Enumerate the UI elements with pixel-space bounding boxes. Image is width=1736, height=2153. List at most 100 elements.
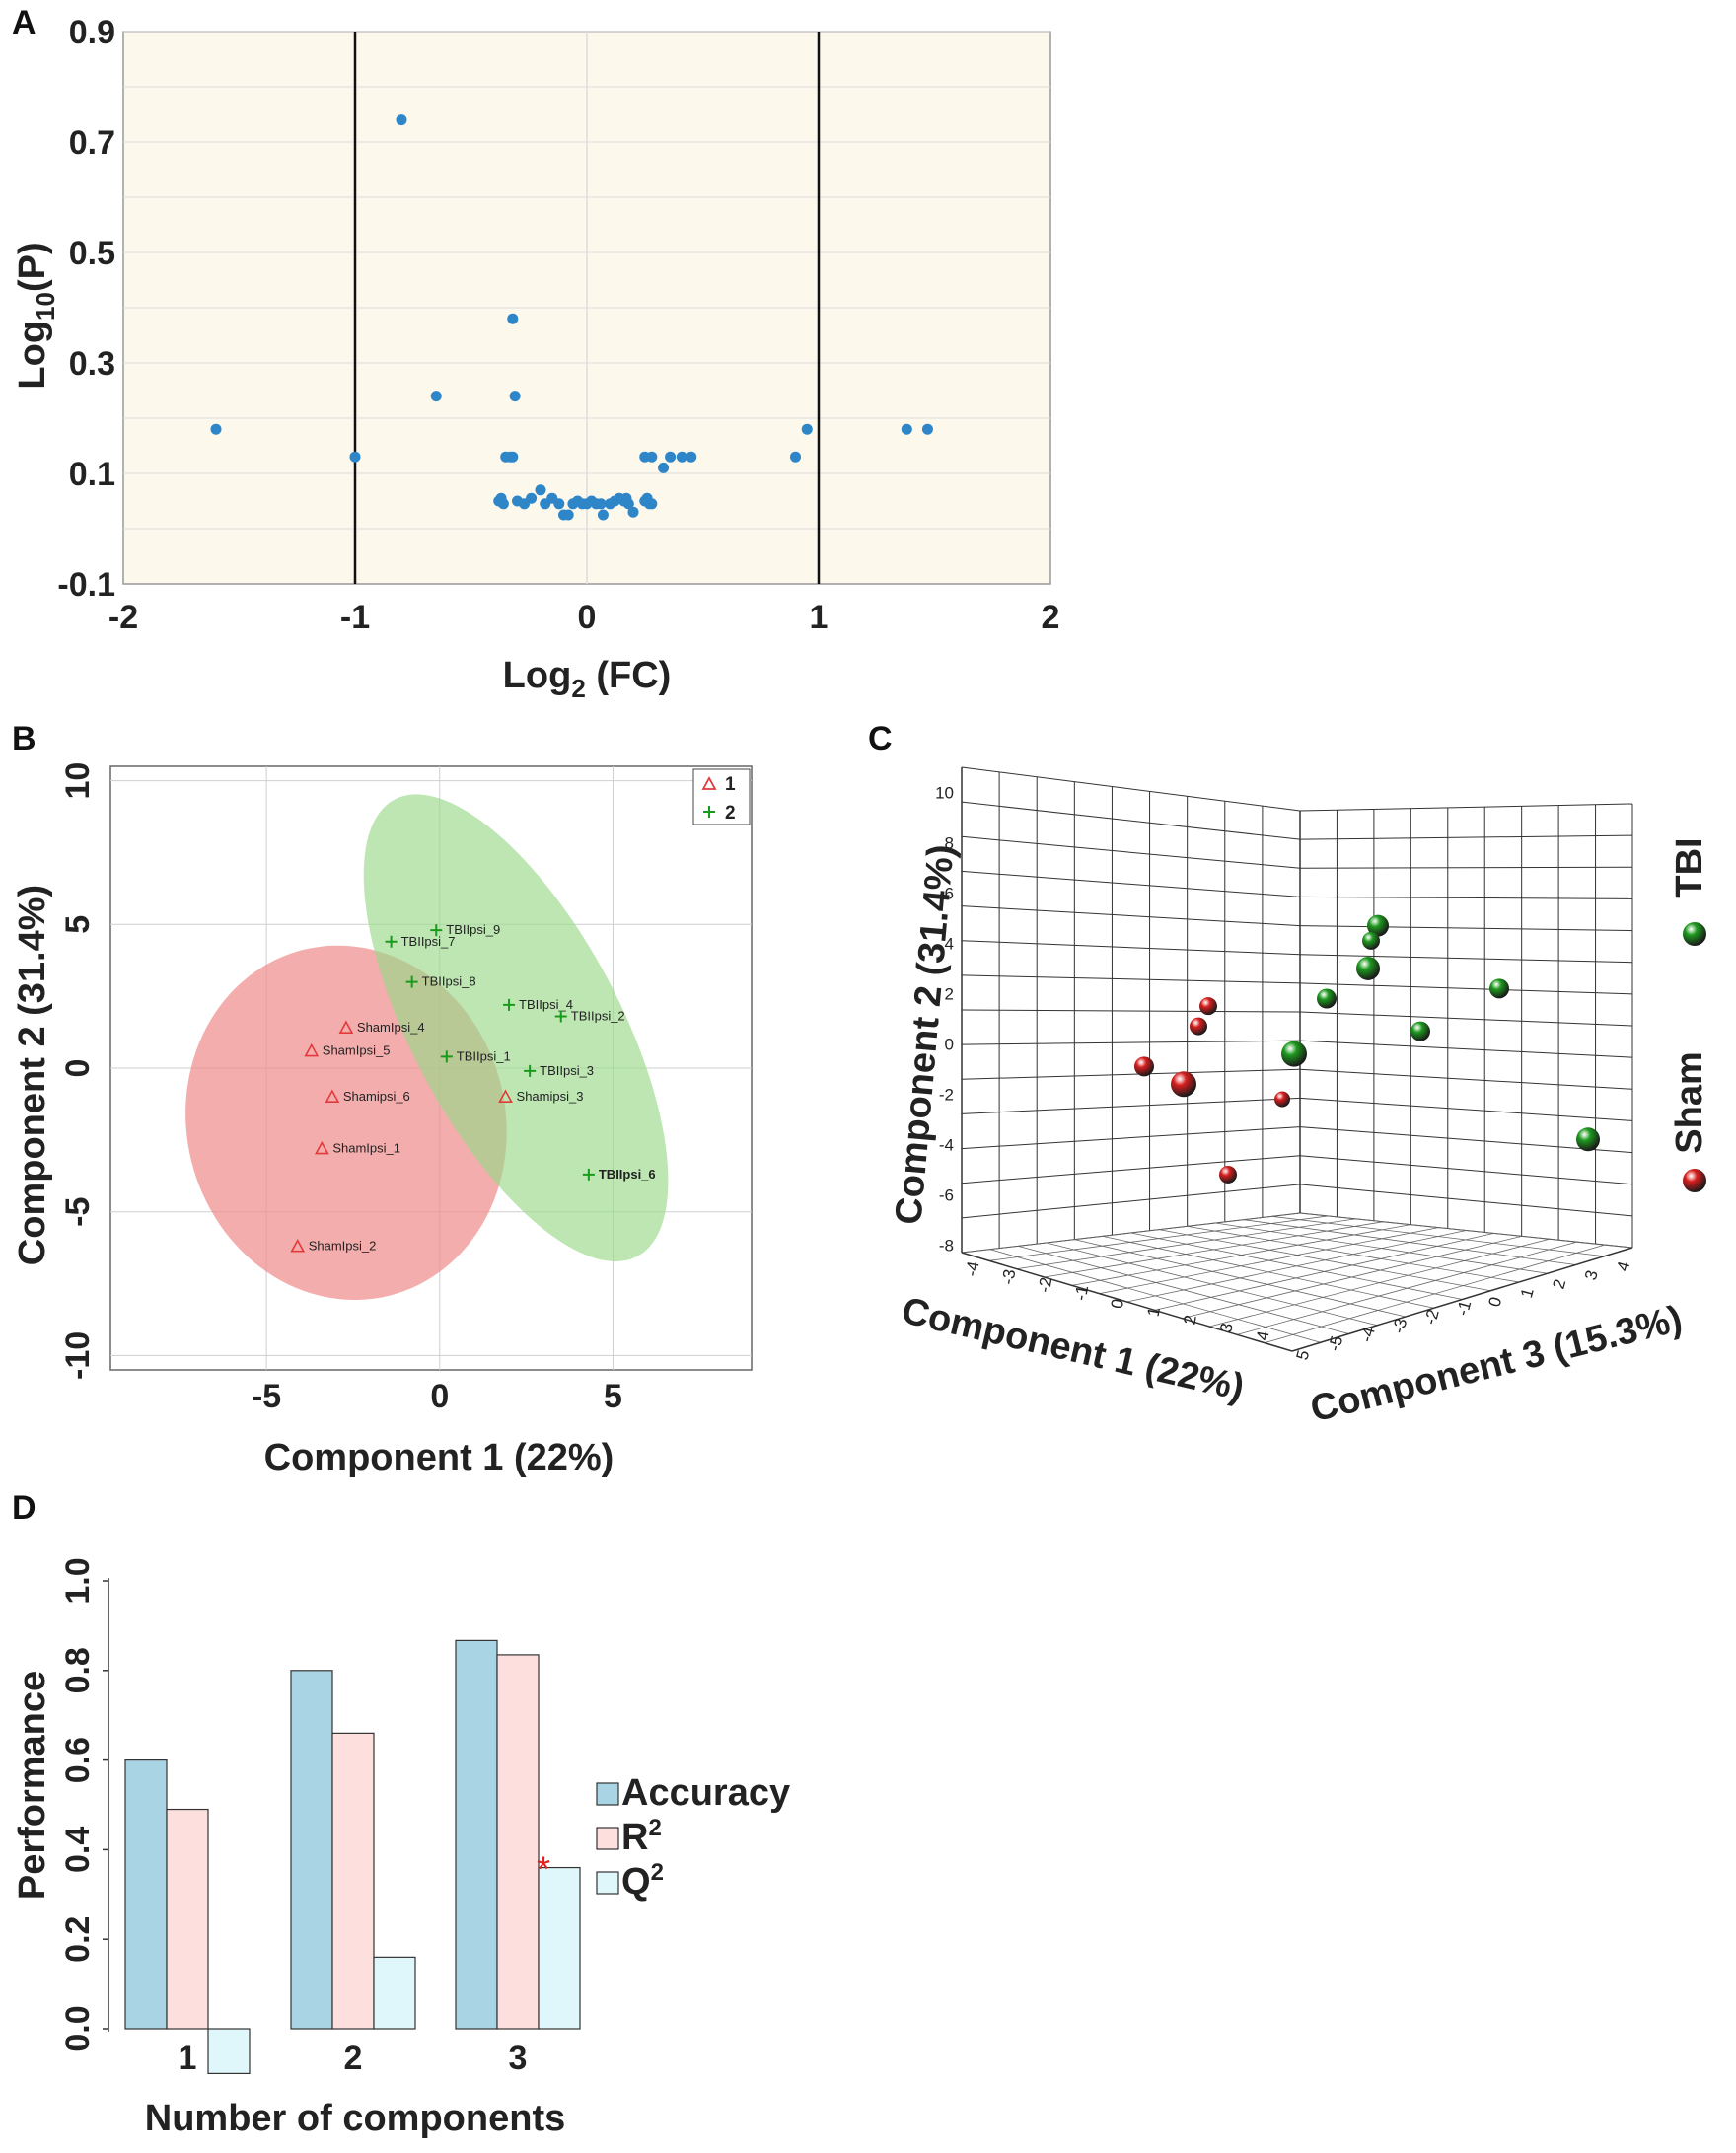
panel-a-point xyxy=(921,423,933,435)
panel-c-z-tick: -5 xyxy=(1325,1334,1346,1354)
panel-a-point xyxy=(526,492,538,504)
panel-d-y-tick: 1.0 xyxy=(59,1557,97,1604)
panel-d-bar-accuracy xyxy=(455,1639,498,2030)
panel-b-x-tick: 0 xyxy=(430,1378,449,1415)
panel-c-grid-line xyxy=(961,1040,1301,1045)
panel-b-legend-label-1: 1 xyxy=(725,774,736,795)
panel-c-grid-line xyxy=(961,1126,1301,1150)
panel-a-point xyxy=(509,391,521,402)
panel-c-3d-grid xyxy=(961,766,1633,1352)
panel-c-grid-line xyxy=(1299,982,1633,995)
panel-b-confidence-ellipses xyxy=(185,794,669,1300)
panel-c-grid-line xyxy=(1299,1155,1633,1185)
panel-c-x-ticks: -4 -3 -2 -1 0 1 2 3 4 xyxy=(962,1260,1272,1342)
panel-c-sphere-tbi xyxy=(1576,1127,1600,1152)
panel-c-legend-tbi: TBI xyxy=(1669,837,1710,897)
panel-d-x-tick: 2 xyxy=(344,2040,363,2077)
panel-b-point-group-2 xyxy=(405,975,418,988)
panel-d-legend-swatch xyxy=(596,1871,619,1895)
panel-c-y-tick: 8 xyxy=(945,833,954,852)
panel-c-y-tick: 4 xyxy=(945,934,954,953)
panel-d-y-axis-title: Performance xyxy=(12,1671,53,1900)
panel-c-z-tick: 5 xyxy=(1293,1348,1314,1362)
panel-c-spheres xyxy=(1134,914,1600,1184)
panel-b-point-label: TBIIpsi_1 xyxy=(457,1048,511,1063)
panel-a-point xyxy=(622,498,634,510)
panel-c-x-tick: -4 xyxy=(962,1260,982,1278)
panel-b-point-group-1 xyxy=(304,1042,320,1057)
panel-b-point-group-2 xyxy=(554,1010,567,1023)
panel-c-z-tick: -1 xyxy=(1453,1299,1475,1319)
panel-b-point-label: TBIIpsi_8 xyxy=(422,974,476,989)
panel-a-point xyxy=(507,313,519,324)
panel-b-y-tick: -10 xyxy=(59,1331,97,1380)
panel-c-grid-line xyxy=(1215,1222,1548,1274)
panel-c-z-tick: -4 xyxy=(1357,1326,1379,1345)
panel-d-bars xyxy=(124,1639,581,2075)
panel-a-x-tick: 2 xyxy=(1042,599,1060,636)
legend-label-main: Q xyxy=(621,1861,651,1902)
panel-c-z-tick: -2 xyxy=(1421,1308,1443,1328)
panel-a-y-tick: 0.5 xyxy=(69,235,115,272)
panel-c-grid-line xyxy=(1299,1068,1633,1090)
panel-a-point xyxy=(801,423,813,435)
panel-c-grid-line xyxy=(1299,1040,1633,1058)
legend-plus-icon xyxy=(703,806,715,818)
panel-c-grid-line xyxy=(1299,954,1633,964)
panel-b-point-group-2 xyxy=(385,935,398,948)
panel-d-y-ticks: 0.0 0.2 0.4 0.6 0.8 1.0 xyxy=(59,1557,108,2052)
panel-c-grid-line xyxy=(1018,1245,1349,1334)
panel-c-x-tick: -2 xyxy=(1035,1276,1055,1294)
panel-a-x-axis-title: Log2 (FC) xyxy=(503,655,672,703)
panel-b-pls-da-2d: ShamIpsi_4 ShamIpsi_5 Shamipsi_6 ShamIpsi_1… xyxy=(12,762,753,1478)
panel-d-y-tick: 0.4 xyxy=(59,1827,97,1873)
panel-c-z-tick: 4 xyxy=(1614,1259,1634,1273)
panel-c-grid-line xyxy=(1299,925,1633,932)
panel-a-point xyxy=(665,451,677,463)
panel-c-y-tick: -2 xyxy=(939,1085,954,1104)
panel-a-y-tick: -0.1 xyxy=(57,566,115,604)
panel-c-grid-line xyxy=(961,801,1301,840)
panel-b-point-group-2 xyxy=(524,1064,537,1077)
panel-b-x-tick: 5 xyxy=(604,1378,622,1415)
panel-d-y-tick: 0.8 xyxy=(59,1647,97,1693)
panel-c-y-tick: 0 xyxy=(945,1035,954,1053)
panel-b-point-group-2 xyxy=(503,998,516,1011)
panel-a-point xyxy=(597,509,609,521)
panel-c-grid-line xyxy=(1299,1097,1633,1121)
panel-b-legend-label-2: 2 xyxy=(725,803,736,824)
panel-letter-c: C xyxy=(868,720,893,757)
panel-c-grid-line xyxy=(1299,1184,1633,1217)
panel-a-y-tick: 0.3 xyxy=(69,345,115,383)
panel-letter-a: A xyxy=(12,4,36,41)
panel-c-y-tick: -8 xyxy=(939,1236,954,1255)
panel-c-sphere-tbi xyxy=(1410,1021,1430,1041)
tbi-legend-sphere-icon xyxy=(1683,922,1706,946)
panel-c-x-tick: -3 xyxy=(998,1268,1019,1286)
panel-b-x-ticks: -5 0 5 xyxy=(252,1378,622,1415)
panel-b-point-label: TBIIpsi_3 xyxy=(540,1063,594,1078)
panel-c-x-axis-title: Component 1 (22%) xyxy=(898,1290,1248,1409)
sham-legend-sphere-icon xyxy=(1683,1169,1706,1192)
panel-b-point-group-2 xyxy=(582,1168,595,1181)
panel-b-y-tick: 0 xyxy=(59,1059,97,1078)
panel-a-point xyxy=(349,451,361,463)
panel-c-grid-line xyxy=(961,905,1301,927)
panel-b-point-group-1 xyxy=(314,1140,329,1155)
panel-b-point-group-1 xyxy=(338,1020,354,1034)
panel-b-point-group-1 xyxy=(290,1239,306,1253)
panel-b-point-label: ShamIpsi_1 xyxy=(332,1141,400,1156)
panel-d-bar-accuracy xyxy=(290,1670,333,2030)
panel-c-y-tick: 6 xyxy=(945,884,954,902)
panel-b-point-label: Shamipsi_3 xyxy=(517,1089,584,1104)
panel-a-point xyxy=(595,498,607,510)
panel-c-grid-line xyxy=(961,1184,1301,1219)
panel-b-point-label: Shamipsi_6 xyxy=(343,1089,410,1104)
panel-d-bar-q xyxy=(538,1866,581,2030)
panel-c-sphere-tbi xyxy=(1367,914,1389,937)
panel-b-legend-box xyxy=(692,768,751,825)
panel-b-ellipse-group-2 xyxy=(363,794,669,1262)
panel-a-x-ticks: -2 -1 0 1 2 xyxy=(108,599,1060,636)
